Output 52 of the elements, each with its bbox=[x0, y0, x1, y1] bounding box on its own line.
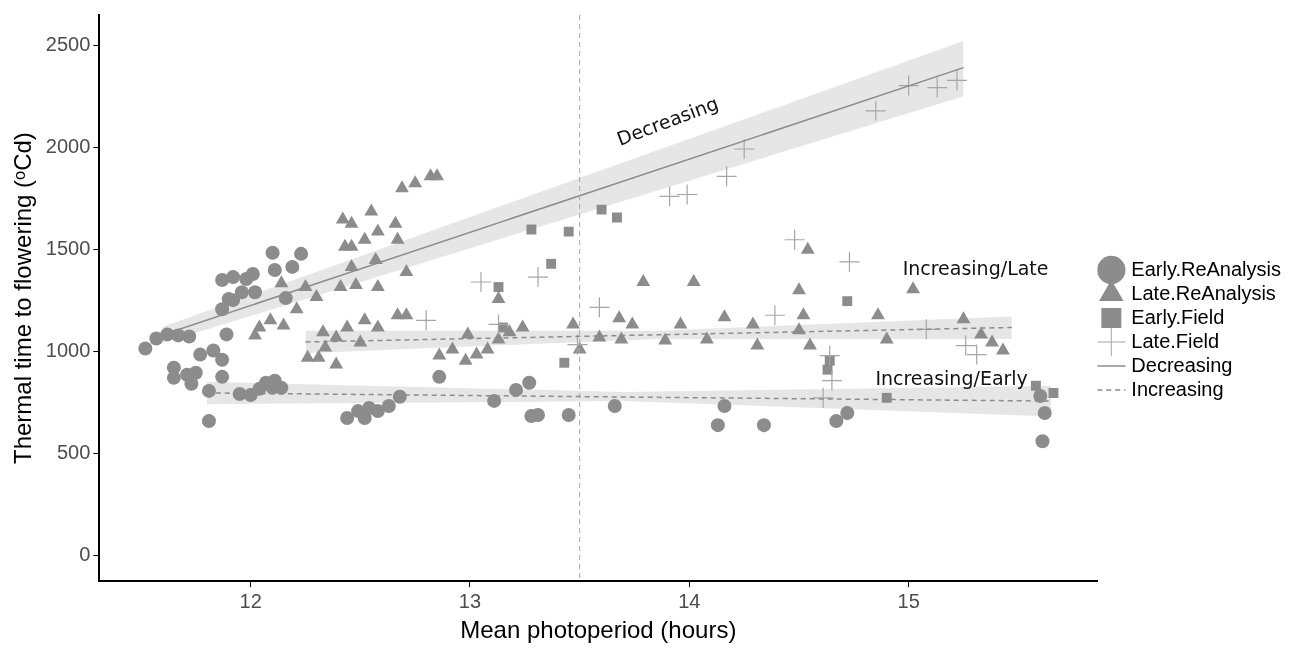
point bbox=[546, 258, 557, 269]
point bbox=[821, 370, 843, 392]
point bbox=[588, 296, 610, 318]
point bbox=[915, 318, 937, 340]
point bbox=[415, 309, 437, 331]
x-tick-label: 13 bbox=[458, 589, 482, 612]
point bbox=[926, 77, 948, 99]
point bbox=[716, 165, 738, 187]
point bbox=[812, 387, 834, 409]
y-tick-label: 0 bbox=[79, 542, 91, 565]
point bbox=[527, 266, 549, 288]
point bbox=[596, 204, 607, 215]
point bbox=[1048, 387, 1059, 398]
point bbox=[819, 345, 841, 367]
legend-label: Early.Field bbox=[1131, 305, 1225, 328]
point bbox=[733, 138, 755, 160]
legend-label: Decreasing bbox=[1131, 353, 1233, 376]
point bbox=[764, 304, 786, 326]
y-tick-label: 1500 bbox=[45, 236, 91, 259]
point bbox=[563, 226, 574, 237]
point bbox=[659, 185, 681, 207]
point bbox=[470, 271, 492, 293]
point bbox=[559, 357, 570, 368]
annotation: Increasing/Early bbox=[875, 367, 1028, 390]
legend-label: Increasing bbox=[1131, 377, 1224, 400]
point bbox=[526, 224, 537, 235]
point bbox=[566, 334, 589, 356]
point bbox=[493, 282, 504, 293]
legend-label: Early.ReAnalysis bbox=[1131, 257, 1282, 280]
y-axis-title: Thermal time to flowering (ᵒCd) bbox=[9, 132, 37, 465]
x-tick-label: 12 bbox=[239, 589, 262, 612]
legend-label: Late.ReAnalysis bbox=[1131, 281, 1276, 304]
point bbox=[898, 74, 920, 97]
legend-label: Late.Field bbox=[1131, 329, 1220, 352]
point bbox=[612, 212, 622, 223]
y-tick-label: 500 bbox=[56, 440, 91, 463]
point bbox=[487, 313, 510, 336]
point bbox=[676, 183, 698, 206]
point bbox=[842, 296, 853, 307]
point bbox=[784, 229, 806, 251]
point bbox=[946, 69, 968, 92]
point bbox=[838, 251, 861, 273]
y-tick-label: 2500 bbox=[45, 32, 91, 55]
x-tick-label: 15 bbox=[897, 589, 920, 612]
point bbox=[881, 392, 892, 403]
y-tick-label: 2000 bbox=[45, 134, 91, 157]
x-tick-label: 14 bbox=[678, 589, 701, 612]
annotation: Increasing/Late bbox=[902, 256, 1049, 279]
point bbox=[1030, 380, 1041, 391]
point bbox=[865, 100, 887, 122]
y-tick-label: 1000 bbox=[45, 338, 91, 361]
x-axis-title: Mean photoperiod (hours) bbox=[460, 616, 737, 644]
